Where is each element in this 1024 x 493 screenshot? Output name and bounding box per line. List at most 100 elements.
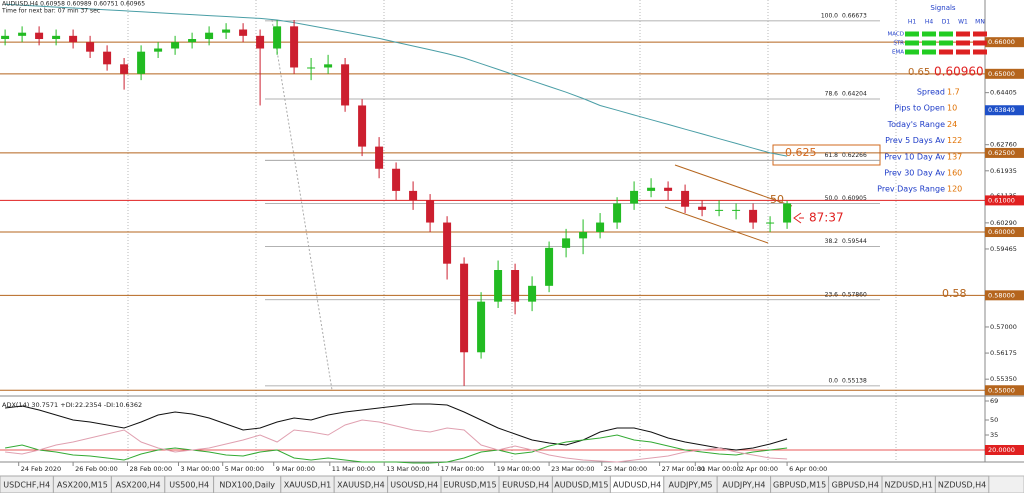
signal-cell [922, 40, 936, 46]
tab-label[interactable]: NDX100,Daily [219, 481, 275, 490]
info-label: Prev 10 Day Av [884, 152, 945, 161]
candle-body [426, 200, 435, 223]
tab-label[interactable]: AUDJPY,H4 [722, 481, 765, 490]
tab-label[interactable]: GBPUSD,M15 [773, 481, 826, 490]
bar-timer: Time for next bar: 07 min 37 sec [1, 8, 100, 15]
tab-label[interactable]: EURUSD,H4 [502, 481, 549, 490]
tab[interactable]: XAUUSD,H1 [280, 475, 335, 493]
tab[interactable]: GBPUSD,M15 [770, 475, 830, 493]
x-tick-label: 2 Apr 00:00 [740, 465, 778, 473]
signal-cell [956, 31, 970, 37]
indicator-line [5, 434, 788, 464]
fib-price: 0.66673 [842, 12, 867, 19]
tab-label[interactable]: USDCHF,H4 [3, 481, 50, 490]
candle-body [324, 64, 333, 68]
level-label: 0.65000 [988, 70, 1015, 78]
tab-label[interactable]: AUDJPY,M5 [669, 481, 713, 490]
tab[interactable]: US500,H4 [164, 475, 215, 493]
tab-label[interactable]: AUDUSD,H4 [613, 481, 661, 490]
candle-body [630, 190, 639, 204]
fib-anchor [271, 19, 333, 391]
signal-cell [973, 31, 987, 37]
adx-title: ADX(14) 30.7571 +DI:22.2354 -DI:10.6362 [2, 401, 142, 409]
tab-label[interactable]: ASX200,H4 [116, 481, 161, 490]
tab-label[interactable]: NZDUSD,H1 [885, 481, 933, 490]
tab-label[interactable]: XAUUSD,H1 [284, 481, 332, 490]
candle-body [443, 222, 452, 264]
tab[interactable]: AUDUSD,H4 [609, 475, 665, 493]
candle-body [239, 29, 248, 36]
signal-cell [922, 49, 936, 55]
tab-label[interactable]: EURUSD,M15 [443, 481, 496, 490]
tab-label[interactable]: NZDUSD,H4 [938, 481, 986, 490]
x-tick-label: 24 Feb 2020 [21, 465, 61, 473]
candle-body [528, 285, 537, 302]
tab-background[interactable] [934, 475, 990, 493]
v-grid [127, 0, 897, 462]
y-tick-label: 0.62760 [990, 141, 1017, 149]
tab[interactable]: AUDJPY,H4 [716, 475, 772, 493]
candle-body [171, 42, 180, 49]
level-box [985, 195, 1024, 206]
tab[interactable]: EURUSD,H4 [498, 475, 553, 493]
tab[interactable]: AUDUSD,M15 [551, 475, 611, 493]
candle-body [392, 168, 401, 191]
tab-label[interactable]: US500,H4 [169, 481, 209, 490]
candle-body [715, 209, 724, 211]
tab[interactable]: AUDJPY,M5 [663, 475, 718, 493]
candle-body [256, 35, 265, 49]
x-tick-label: 5 Mar 00:00 [225, 465, 264, 473]
annotation: 0.625 [785, 146, 817, 159]
symbol-line: AUDUSD,H4 0.60958 0.60989 0.60751 0.6096… [2, 1, 145, 8]
candle-body [613, 203, 622, 223]
tab-label[interactable]: GBPUSD,H4 [832, 481, 879, 490]
info-label: Spread [917, 88, 945, 97]
fib-ratio: 61.8 [825, 152, 839, 159]
candle-body [749, 209, 758, 223]
candle-body [18, 32, 27, 36]
tab[interactable]: NZDUSD,H4 [934, 475, 990, 493]
level-label: 20.0000 [988, 446, 1015, 454]
tab[interactable]: ASX200,M15 [52, 475, 112, 493]
candle-body [307, 67, 316, 69]
tab[interactable]: ASX200,H4 [110, 475, 166, 493]
fib-price: 0.57860 [842, 291, 867, 298]
tab-label[interactable]: USOUSD,H4 [390, 481, 438, 490]
tab[interactable]: XAUUSD,H4 [333, 475, 389, 493]
candle-body [681, 190, 690, 207]
signal-column: H4 [925, 19, 934, 26]
candle-body [732, 209, 741, 211]
info-level: 0.65 [908, 67, 930, 78]
annotation-box [772, 144, 881, 166]
y-tick-label: 69 [990, 397, 998, 405]
info-label: Today's Range [887, 120, 945, 129]
tab[interactable]: NZDUSD,H1 [881, 475, 936, 493]
x-tick-label: 3 Mar 00:00 [180, 465, 219, 473]
tab[interactable]: USOUSD,H4 [387, 475, 442, 493]
tab[interactable]: USDCHF,H4 [0, 475, 54, 493]
info-value: 10 [947, 104, 957, 113]
signal-column: D1 [942, 19, 951, 26]
tab[interactable]: NDX100,Daily [213, 475, 282, 493]
tab[interactable]: EURUSD,M15 [440, 475, 500, 493]
candle-body [562, 238, 571, 248]
candle-body [596, 222, 605, 233]
info-label: Prev 30 Day Av [884, 169, 945, 178]
candle-body [69, 35, 78, 43]
candle-body [477, 301, 486, 353]
signal-column: MN [975, 19, 985, 26]
candle-body [494, 270, 503, 302]
tab[interactable]: GBPUSD,H4 [828, 475, 883, 493]
info-value: 120 [947, 185, 962, 194]
tab-label[interactable]: AUDUSD,M15 [554, 481, 608, 490]
channel-line [664, 206, 769, 244]
x-tick-label: 25 Mar 00:00 [604, 465, 647, 473]
tab-label[interactable]: XAUUSD,H4 [337, 481, 385, 490]
signal-label: MACD [888, 32, 905, 38]
y-tick-label: 0.57000 [990, 323, 1017, 331]
level-box [985, 37, 1024, 48]
y-tick-label: 0.55350 [990, 375, 1017, 383]
x-tick-label: 6 Apr 00:00 [789, 465, 827, 473]
tab-label[interactable]: ASX200,M15 [57, 481, 108, 490]
level-box [985, 147, 1024, 158]
